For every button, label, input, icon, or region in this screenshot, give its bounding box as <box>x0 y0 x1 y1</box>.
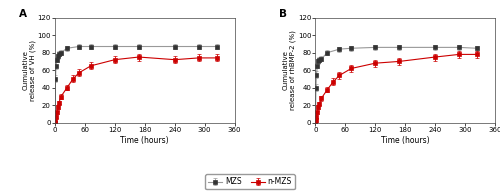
Y-axis label: Cumulative
release of VH (%): Cumulative release of VH (%) <box>22 40 36 101</box>
Y-axis label: Cumulative
release of rhBMP-2 (%): Cumulative release of rhBMP-2 (%) <box>283 30 296 110</box>
Legend: MZS, n-MZS: MZS, n-MZS <box>205 174 295 189</box>
X-axis label: Time (hours): Time (hours) <box>381 136 430 145</box>
Text: B: B <box>280 9 287 19</box>
X-axis label: Time (hours): Time (hours) <box>120 136 169 145</box>
Text: A: A <box>19 9 27 19</box>
